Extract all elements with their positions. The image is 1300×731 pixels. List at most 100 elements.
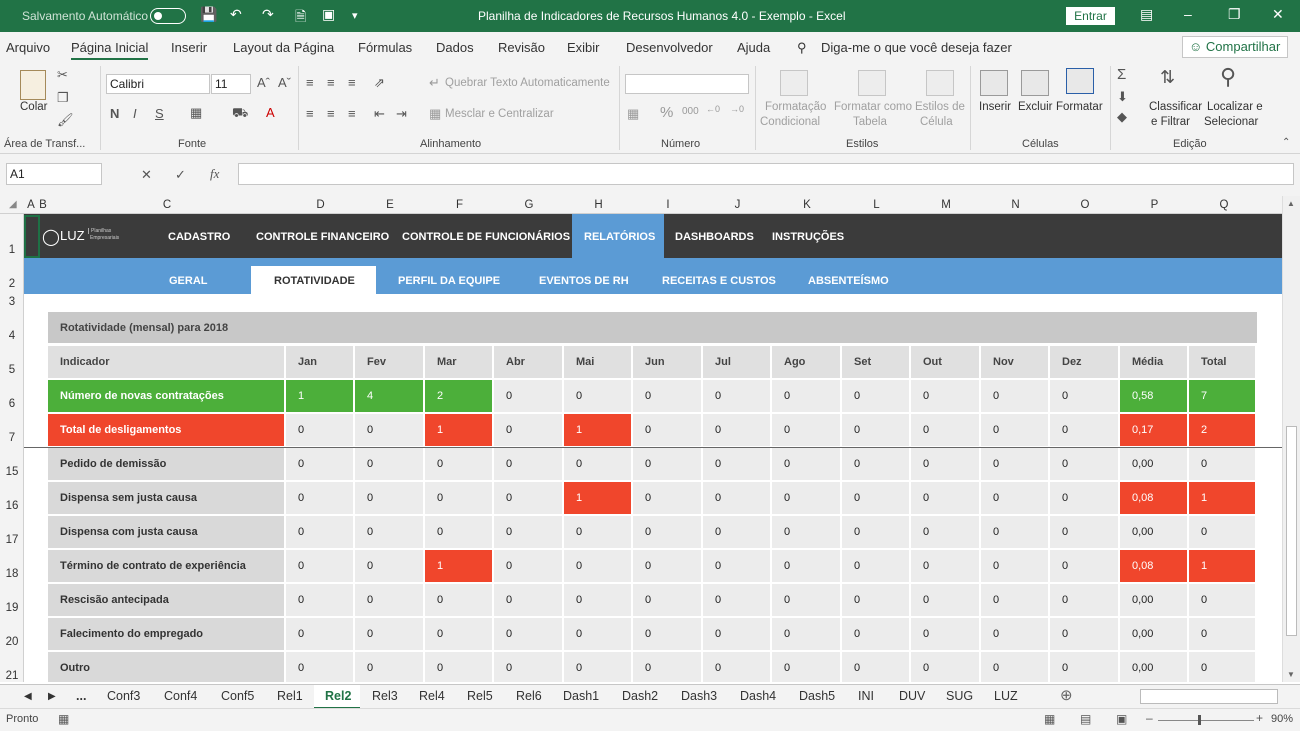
- sheet-tab-rel5[interactable]: Rel5: [467, 689, 493, 703]
- table-cell[interactable]: 0: [772, 618, 840, 650]
- borders-icon[interactable]: ▦: [190, 105, 203, 120]
- table-cell[interactable]: 0: [633, 584, 701, 616]
- column-header[interactable]: F: [455, 199, 464, 211]
- table-cell[interactable]: 0: [425, 584, 492, 616]
- format-table-label-2[interactable]: Tabela: [853, 116, 887, 128]
- increase-decimal-icon[interactable]: ←0: [706, 104, 721, 114]
- tab-exibir[interactable]: Exibir: [567, 40, 600, 55]
- sheet-tab-rel1[interactable]: Rel1: [277, 689, 303, 703]
- column-header[interactable]: A: [27, 199, 35, 211]
- table-cell[interactable]: 0: [564, 380, 631, 412]
- table-cell[interactable]: 0: [703, 414, 770, 446]
- row-header[interactable]: 4: [8, 330, 16, 342]
- table-cell[interactable]: 0: [981, 380, 1048, 412]
- sheet-tab-dash4[interactable]: Dash4: [740, 689, 777, 703]
- subnav-receitas-custos[interactable]: RECEITAS E CUSTOS: [662, 275, 776, 287]
- row-header[interactable]: 17: [5, 534, 19, 546]
- table-cell[interactable]: 1: [425, 550, 492, 582]
- paste-label[interactable]: Colar: [20, 101, 48, 113]
- accounting-icon[interactable]: ▦: [627, 106, 640, 121]
- table-cell[interactable]: 0: [355, 618, 423, 650]
- font-color-icon[interactable]: A: [266, 105, 275, 120]
- sort-filter-label-1[interactable]: Classificar: [1149, 101, 1203, 113]
- nav-controle-funcionarios[interactable]: CONTROLE DE FUNCIONÁRIOS: [402, 231, 571, 243]
- close-icon[interactable]: ✕: [1272, 6, 1284, 22]
- table-cell[interactable]: 0: [1050, 618, 1118, 650]
- cell-styles-icon[interactable]: [926, 70, 954, 96]
- table-cell[interactable]: 1: [564, 482, 631, 514]
- table-cell[interactable]: 0: [1050, 516, 1118, 548]
- row-label[interactable]: Falecimento do empregado: [48, 618, 284, 650]
- table-cell[interactable]: 0: [633, 652, 701, 682]
- table-cell[interactable]: 0,00: [1120, 448, 1187, 480]
- table-cell[interactable]: 0: [633, 618, 701, 650]
- merge-center-button[interactable]: Mesclar e Centralizar: [445, 108, 554, 120]
- share-button[interactable]: ☺ Compartilhar: [1182, 36, 1288, 58]
- align-center-icon[interactable]: ≡: [327, 106, 335, 121]
- sort-filter-icon[interactable]: ⇅: [1160, 67, 1176, 87]
- table-cell[interactable]: 0: [842, 618, 909, 650]
- sheet-tab-duv[interactable]: DUV: [899, 689, 926, 703]
- sheet-tab-rel4[interactable]: Rel4: [419, 689, 445, 703]
- decrease-indent-icon[interactable]: ⇤: [374, 106, 385, 121]
- table-header[interactable]: Out: [911, 346, 979, 378]
- table-cell[interactable]: 0: [494, 550, 562, 582]
- enter-check-icon[interactable]: ✓: [175, 167, 186, 182]
- subnav-eventos-rh[interactable]: EVENTOS DE RH: [539, 275, 629, 287]
- table-cell[interactable]: 0: [633, 380, 701, 412]
- table-cell[interactable]: 0: [981, 448, 1048, 480]
- autosave-toggle[interactable]: [150, 8, 186, 24]
- table-cell[interactable]: 0: [355, 584, 423, 616]
- format-as-table-icon[interactable]: [858, 70, 886, 96]
- table-header[interactable]: Jun: [633, 346, 701, 378]
- save-icon[interactable]: 💾: [200, 6, 218, 22]
- find-select-label-1[interactable]: Localizar e: [1207, 101, 1263, 113]
- find-select-icon[interactable]: ⚲: [1220, 64, 1237, 89]
- table-cell[interactable]: 0: [842, 448, 909, 480]
- column-header[interactable]: N: [1011, 199, 1020, 211]
- table-cell[interactable]: 0: [842, 584, 909, 616]
- table-header[interactable]: Ago: [772, 346, 840, 378]
- table-cell[interactable]: 0: [772, 414, 840, 446]
- table-cell[interactable]: 0: [1189, 584, 1255, 616]
- table-header[interactable]: Dez: [1050, 346, 1118, 378]
- table-cell[interactable]: 0: [1050, 414, 1118, 446]
- row-header[interactable]: 3: [8, 296, 16, 308]
- table-cell[interactable]: 0: [772, 482, 840, 514]
- sheet-tab-conf3[interactable]: Conf3: [107, 689, 141, 703]
- redo-icon[interactable]: ↷: [262, 6, 274, 22]
- column-header[interactable]: P: [1150, 199, 1159, 211]
- font-name-box[interactable]: Calibri: [106, 74, 210, 94]
- table-cell[interactable]: 0,17: [1120, 414, 1187, 446]
- table-cell[interactable]: 0: [425, 652, 492, 682]
- table-cell[interactable]: 0: [981, 516, 1048, 548]
- table-cell[interactable]: 0: [842, 414, 909, 446]
- bold-button[interactable]: N: [110, 106, 120, 121]
- table-cell[interactable]: 0: [842, 652, 909, 682]
- insert-cells-button[interactable]: Inserir: [979, 101, 1011, 113]
- zoom-in-icon[interactable]: +: [1256, 711, 1264, 725]
- table-cell[interactable]: 0: [633, 414, 701, 446]
- sheet-tab-rel2[interactable]: Rel2: [325, 689, 352, 703]
- nav-cadastro[interactable]: CADASTRO: [168, 231, 231, 243]
- format-cells-icon[interactable]: [1066, 68, 1094, 94]
- conditional-format-label-2[interactable]: Condicional: [760, 116, 821, 128]
- sheet-tab-rel6[interactable]: Rel6: [516, 689, 542, 703]
- table-cell[interactable]: 0: [564, 550, 631, 582]
- percent-icon[interactable]: %: [660, 104, 674, 121]
- table-cell[interactable]: 0: [355, 652, 423, 682]
- table-cell[interactable]: 1: [1189, 550, 1255, 582]
- ribbon-display-icon[interactable]: ▤: [1140, 6, 1154, 22]
- macro-record-icon[interactable]: ▦: [58, 712, 70, 726]
- row-header[interactable]: 1: [8, 244, 16, 256]
- subnav-perfil-equipe[interactable]: PERFIL DA EQUIPE: [398, 275, 501, 287]
- tab-revisao[interactable]: Revisão: [498, 40, 545, 55]
- sheet-tab-dash5[interactable]: Dash5: [799, 689, 836, 703]
- column-header[interactable]: I: [666, 199, 670, 211]
- sheet-tab-dash2[interactable]: Dash2: [622, 689, 659, 703]
- table-cell[interactable]: 0: [981, 618, 1048, 650]
- tab-layout[interactable]: Layout da Página: [233, 40, 335, 55]
- table-cell[interactable]: 0: [633, 448, 701, 480]
- table-header[interactable]: Média: [1120, 346, 1187, 378]
- row-header[interactable]: 21: [5, 670, 19, 682]
